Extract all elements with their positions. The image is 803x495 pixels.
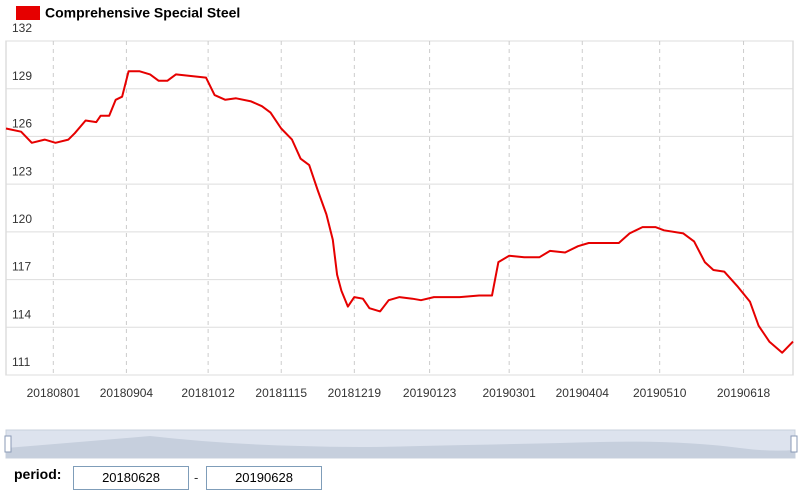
end-date-input[interactable]: 20190628	[206, 466, 322, 490]
chart: Comprehensive Special Steel 111 114 117 120…	[4, 5, 798, 459]
y-tick-label: 129	[12, 69, 32, 83]
period-label: period:	[14, 466, 62, 482]
x-tick-label: 20190510	[633, 386, 687, 400]
start-date-input[interactable]: 20180628	[73, 466, 189, 490]
legend-swatch	[16, 6, 40, 20]
data-line	[5, 70, 794, 354]
slider-handle[interactable]	[4, 435, 12, 453]
legend-label: Comprehensive Special Steel	[45, 5, 240, 21]
x-tick-label: 20190123	[403, 386, 457, 400]
y-tick-label: 123	[12, 164, 32, 178]
y-tick-label: 114	[12, 307, 31, 321]
separator: -	[194, 470, 199, 485]
y-tick-label: 117	[12, 260, 31, 274]
slider-preview	[6, 436, 795, 458]
y-tick-label: 132	[12, 21, 32, 35]
y-tick-label: 120	[12, 212, 32, 226]
range-slider[interactable]	[4, 429, 798, 459]
x-tick-label: 20181219	[328, 386, 382, 400]
x-tick-label: 20180904	[100, 386, 154, 400]
y-tick-label: 111	[12, 355, 31, 369]
x-tick-label: 20181115	[255, 386, 307, 400]
x-tick-label: 20190404	[556, 386, 610, 400]
x-tick-label: 20181012	[181, 386, 235, 400]
slider-handle[interactable]	[790, 435, 798, 453]
y-tick-label: 126	[12, 117, 32, 131]
x-tick-label: 20190618	[717, 386, 771, 400]
x-tick-label: 20190301	[482, 386, 536, 400]
x-tick-label: 20180801	[27, 386, 81, 400]
